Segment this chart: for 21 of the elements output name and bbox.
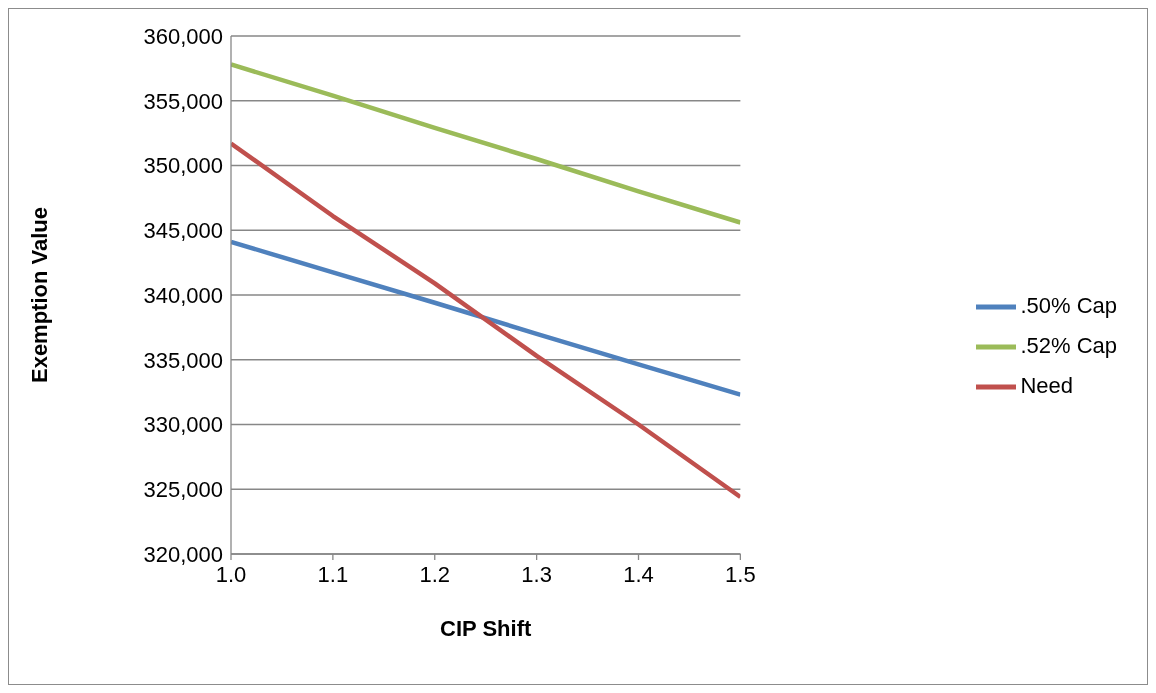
x-tick-label: 1.3	[521, 561, 552, 587]
line-series	[231, 62, 741, 225]
x-tick-label: 1.2	[419, 561, 451, 587]
y-tick-label: 345,000	[143, 218, 223, 244]
y-tick-label: 340,000	[143, 282, 223, 308]
x-tick-label: 1.4	[623, 561, 654, 587]
x-axis-title: CIP Shift	[440, 616, 532, 641]
y-tick-label: 335,000	[143, 347, 223, 373]
x-tick-label: 1.5	[725, 561, 756, 587]
y-tick-label: 350,000	[143, 153, 223, 179]
legend-label: .52% Cap	[1020, 332, 1117, 358]
y-tick-label: 355,000	[143, 88, 223, 114]
legend-label: Need	[1020, 372, 1073, 398]
legend-label: .50% Cap	[1020, 292, 1117, 318]
line-series	[231, 239, 741, 397]
y-tick-label: 330,000	[143, 412, 223, 438]
x-tick-label: 1.1	[317, 561, 349, 587]
y-tick-label: 325,000	[143, 477, 223, 503]
line-series	[231, 141, 741, 500]
y-axis-title: Exemption Value	[26, 206, 52, 384]
y-tick-label: 360,000	[143, 23, 223, 49]
